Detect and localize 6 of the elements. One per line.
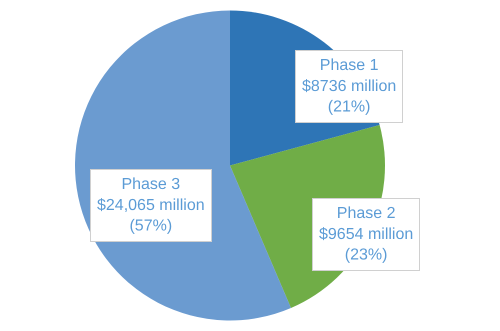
data-label: (21%) bbox=[328, 98, 370, 116]
slice-label: Phase 1 $8736 million bbox=[302, 57, 396, 95]
slice-label: Phase 3 $24,065 million bbox=[97, 176, 205, 214]
data-label: (57%) bbox=[129, 218, 172, 235]
slice-label: Phase 2 $9654 million bbox=[319, 205, 414, 243]
data-label: (23%) bbox=[344, 246, 388, 264]
